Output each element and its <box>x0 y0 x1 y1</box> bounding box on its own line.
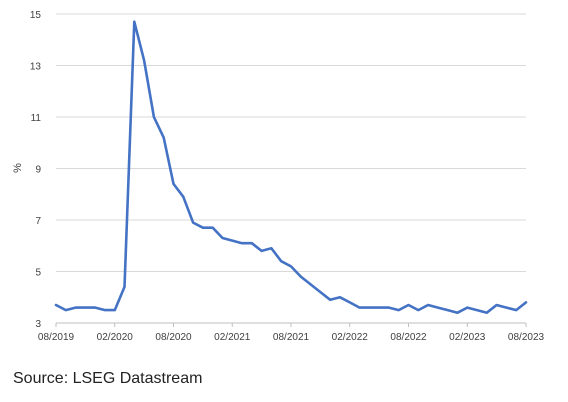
source-note: Source: LSEG Datastream <box>13 370 203 387</box>
x-tick-label: 08/2020 <box>155 332 192 343</box>
x-tick-label: 02/2020 <box>97 332 134 343</box>
x-tick-label: 08/2021 <box>273 332 310 343</box>
series-line <box>54 20 528 314</box>
x-tick-label: 02/2021 <box>214 332 251 343</box>
y-tick-label: 15 <box>30 10 42 21</box>
x-tick-label: 02/2023 <box>449 332 486 343</box>
y-tick-label: 7 <box>35 216 41 227</box>
y-tick-label: 13 <box>30 62 42 73</box>
y-axis-label: % <box>12 163 24 173</box>
x-tick-label: 08/2022 <box>390 332 427 343</box>
y-axis-ticks: 3 5 7 9 11 13 15 <box>30 10 42 330</box>
x-tick-label: 08/2019 <box>38 332 75 343</box>
x-axis-ticks: 08/2019 02/2020 08/2020 02/2021 08/2021 02/20… <box>38 323 545 343</box>
gridlines <box>56 13 526 272</box>
y-tick-label: 3 <box>35 319 41 330</box>
x-tick-label: 08/2023 <box>508 332 545 343</box>
y-tick-label: 5 <box>35 268 41 279</box>
x-tick-label: 02/2022 <box>332 332 369 343</box>
y-tick-label: 11 <box>31 113 42 124</box>
y-tick-label: 9 <box>35 165 41 176</box>
